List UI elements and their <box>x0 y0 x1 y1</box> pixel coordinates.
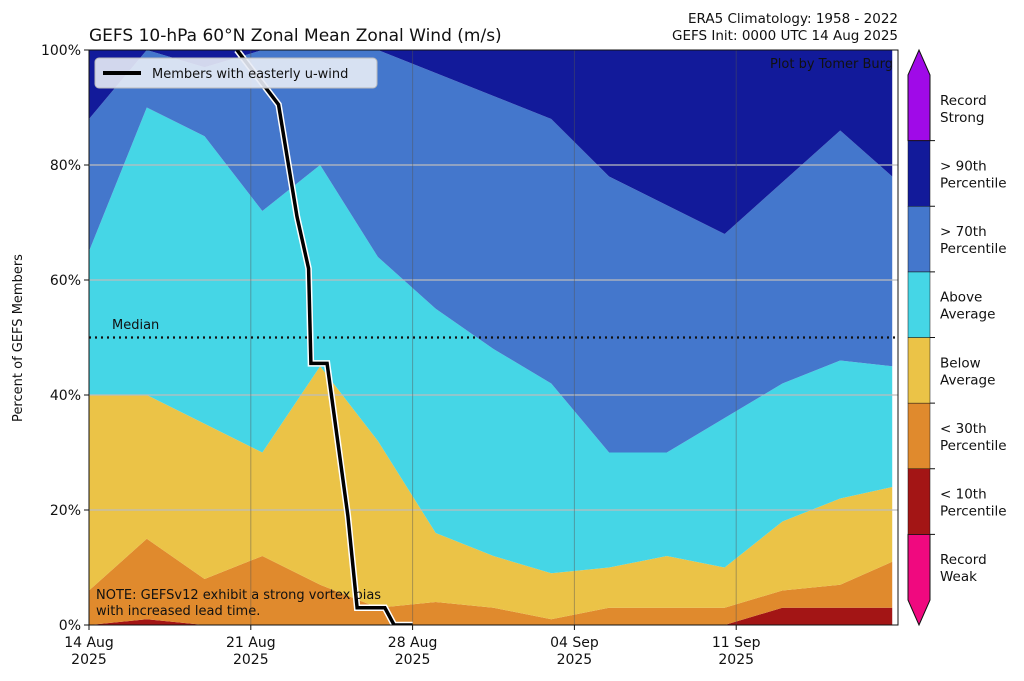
colorbar-label: Above <box>940 290 982 306</box>
y-tick-label: 0% <box>59 618 81 634</box>
colorbar-segment <box>907 533 931 627</box>
colorbar-label: > 90th <box>940 158 987 174</box>
colorbar-label: Percentile <box>940 438 1007 454</box>
legend-box <box>94 57 378 89</box>
x-tick-label: 14 Aug <box>64 635 114 651</box>
colorbar-label: Percentile <box>940 175 1007 191</box>
colorbar-label: > 70th <box>940 224 987 240</box>
y-tick-label: 100% <box>41 43 81 59</box>
colorbar-label: Percentile <box>940 241 1007 257</box>
colorbar-label: Record <box>940 552 987 568</box>
x-tick-label: 28 Aug <box>388 635 438 651</box>
layer-10th-percentile <box>89 607 893 625</box>
x-tick-label-year: 2025 <box>718 652 754 668</box>
x-tick-label: 11 Sep <box>712 635 761 651</box>
layer-30th-percentile <box>89 538 893 625</box>
plot-frame <box>88 49 899 626</box>
x-tick-label: 21 Aug <box>226 635 276 651</box>
y-tick-label: 20% <box>50 503 81 519</box>
legend: Members with easterly u-wind <box>94 57 378 89</box>
x-tick-label-year: 2025 <box>395 652 431 668</box>
colorbar-label: Strong <box>940 110 985 126</box>
plot-area <box>89 50 898 625</box>
colorbar-label: < 30th <box>940 421 987 437</box>
colorbar-label: Weak <box>940 569 977 585</box>
category-layers <box>89 50 893 625</box>
median-label: Median <box>112 318 159 333</box>
note-line-1: NOTE: GEFSv12 exhibit a strong vortex bi… <box>96 588 381 603</box>
y-axis: 0% 20% 40% 60% 80% 100% <box>41 43 89 634</box>
colorbar-segment <box>907 271 931 338</box>
y-tick-label: 80% <box>50 158 81 174</box>
easterly-line <box>235 50 413 625</box>
colorbar-segment <box>907 337 931 404</box>
colorbar-segment <box>907 468 931 535</box>
colorbar-segment <box>907 206 931 273</box>
easterly-members-line <box>234 50 413 625</box>
colorbar-segment <box>907 140 931 207</box>
x-tick-label-year: 2025 <box>71 652 107 668</box>
x-tick-label-year: 2025 <box>557 652 593 668</box>
plot-credit: Plot by Tomer Burg <box>770 57 893 72</box>
x-tick-label: 04 Sep <box>550 635 599 651</box>
colorbar-label: Record <box>940 93 987 109</box>
legend-label: Members with easterly u-wind <box>152 67 348 82</box>
layer-below-average <box>89 366 893 620</box>
gridlines <box>89 50 898 625</box>
y-axis-label: Percent of GEFS Members <box>11 254 26 422</box>
x-tick-label-year: 2025 <box>233 652 269 668</box>
subtitle-init-time: GEFS Init: 0000 UTC 14 Aug 2025 <box>672 28 898 44</box>
note-line-2: with increased lead time. <box>96 604 260 619</box>
colorbar-label: Average <box>940 307 995 323</box>
colorbar-label: < 10th <box>940 487 987 503</box>
colorbar-label: Average <box>940 372 995 388</box>
colorbar-label: Percentile <box>940 504 1007 520</box>
colorbar-segment <box>907 48 931 142</box>
y-tick-label: 40% <box>50 388 81 404</box>
y-tick-label: 60% <box>50 273 81 289</box>
layer-70th-percentile <box>89 50 893 453</box>
layer-90th-percentile <box>89 50 893 234</box>
chart-title: GEFS 10-hPa 60°N Zonal Mean Zonal Wind (… <box>89 26 502 46</box>
layer-above-average <box>89 107 893 574</box>
colorbar-label: Below <box>940 355 981 371</box>
colorbar-segment <box>907 402 931 469</box>
subtitle-climatology: ERA5 Climatology: 1958 - 2022 <box>688 11 898 27</box>
